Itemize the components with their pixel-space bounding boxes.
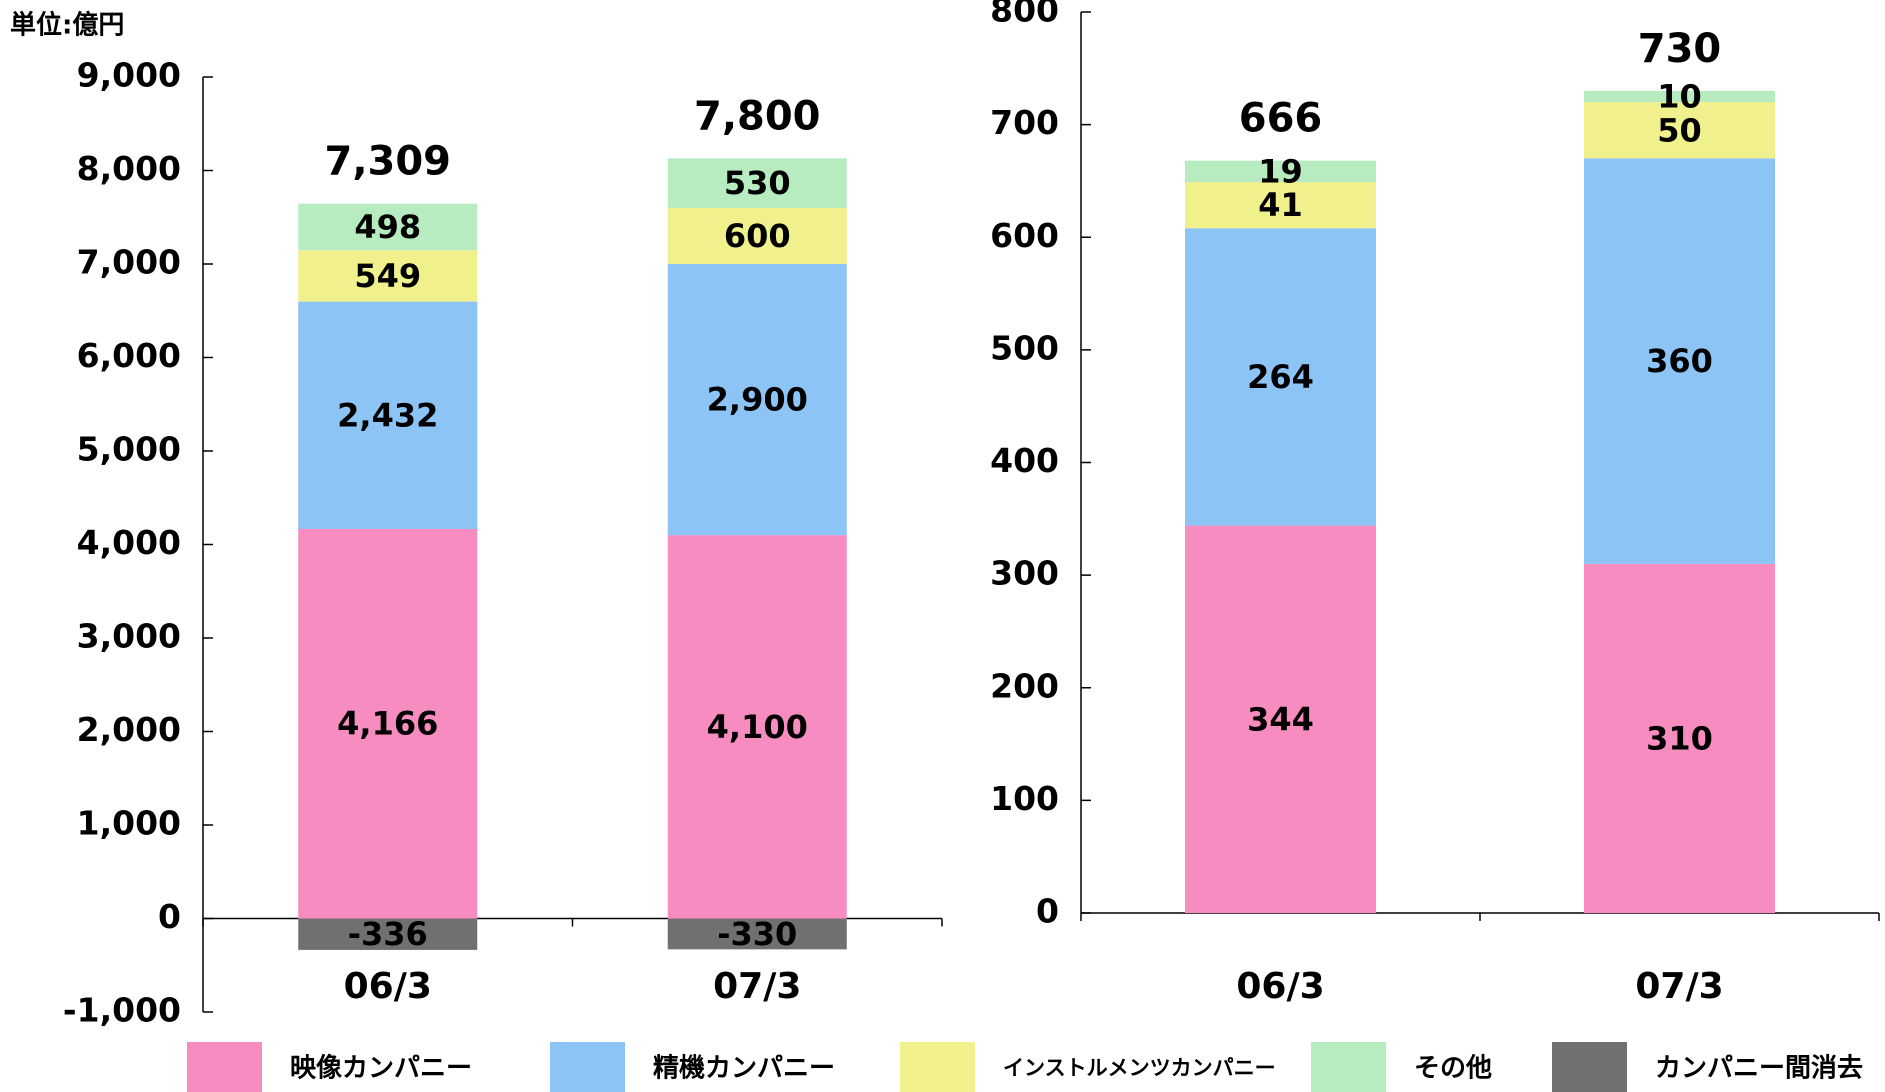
data-label: 2,900 — [707, 381, 808, 419]
bar-segment — [298, 250, 478, 302]
legend-swatch — [900, 1042, 975, 1092]
bar-segment — [1584, 102, 1775, 159]
data-label: 19 — [1258, 152, 1303, 190]
y-tick-label: 4,000 — [77, 523, 181, 562]
y-tick-label: 700 — [990, 103, 1059, 142]
data-label: 264 — [1247, 358, 1314, 396]
legend-swatch — [187, 1042, 262, 1092]
legend-label: インストルメンツカンパニー — [1003, 1056, 1276, 1080]
total-label: 7,800 — [694, 93, 821, 139]
data-label: 360 — [1646, 342, 1713, 380]
y-tick-label: 5,000 — [77, 430, 181, 469]
y-tick-label: 0 — [158, 897, 181, 936]
y-tick-label: 7,000 — [77, 243, 181, 282]
bar-segment — [667, 207, 847, 264]
bar-segment — [298, 301, 478, 529]
y-tick-label: 0 — [1036, 892, 1059, 931]
total-label: 730 — [1638, 26, 1722, 72]
data-label: 4,166 — [337, 705, 438, 743]
bar-segment — [1584, 158, 1775, 564]
y-tick-label: 400 — [990, 441, 1059, 480]
y-tick-label: -1,000 — [63, 991, 181, 1030]
legend-label: カンパニー間消去 — [1655, 1054, 1863, 1084]
legend-label: 精機カンパニー — [653, 1054, 835, 1084]
bar-segment — [1185, 160, 1376, 183]
bar-segment — [298, 528, 478, 919]
unit-label: 単位:億円 — [10, 10, 124, 41]
legend-label: その他 — [1414, 1054, 1492, 1084]
data-label: 4,100 — [707, 708, 808, 746]
data-label: 600 — [724, 217, 791, 255]
data-label: 41 — [1258, 186, 1303, 224]
y-tick-label: 6,000 — [77, 336, 181, 375]
y-tick-label: 1,000 — [77, 804, 181, 843]
data-label: -336 — [348, 915, 428, 953]
data-label: 10 — [1657, 77, 1702, 115]
bar-segment — [1185, 182, 1376, 229]
y-tick-label: 2,000 — [77, 710, 181, 749]
y-tick-label: 9,000 — [77, 56, 181, 95]
y-tick-label: 800 — [990, 0, 1059, 30]
bar-segment — [667, 264, 847, 536]
data-label: 50 — [1657, 111, 1702, 149]
y-tick-label: 300 — [990, 554, 1059, 593]
data-label: 310 — [1646, 719, 1713, 757]
bar-segment — [298, 918, 478, 950]
legend-swatch — [1311, 1042, 1386, 1092]
bar-segment — [667, 918, 847, 950]
total-label: 666 — [1239, 96, 1323, 142]
y-tick-label: 100 — [990, 779, 1059, 818]
bar-segment — [667, 158, 847, 208]
legend-label: 映像カンパニー — [290, 1054, 472, 1084]
x-tick-label: 06/3 — [1236, 966, 1324, 1007]
legend-swatch — [550, 1042, 625, 1092]
bar-segment — [1584, 563, 1775, 913]
y-tick-label: 3,000 — [77, 617, 181, 656]
y-tick-label: 500 — [990, 328, 1059, 367]
y-tick-label: 8,000 — [77, 149, 181, 188]
x-tick-label: 07/3 — [1635, 966, 1723, 1007]
data-label: 498 — [354, 208, 421, 246]
bar-segment — [1185, 525, 1376, 913]
bar-segment — [1584, 90, 1775, 103]
x-tick-label: 06/3 — [344, 966, 432, 1007]
bar-segment — [1185, 228, 1376, 526]
total-label: 7,309 — [324, 139, 451, 185]
data-label: 530 — [724, 164, 791, 202]
bar-segment — [667, 535, 847, 919]
data-label: -330 — [717, 915, 797, 953]
legend-swatch — [1552, 1042, 1627, 1092]
x-tick-label: 07/3 — [713, 966, 801, 1007]
bar-segment — [298, 203, 478, 251]
data-label: 549 — [354, 257, 421, 295]
data-label: 344 — [1247, 700, 1314, 738]
data-label: 2,432 — [337, 396, 438, 434]
y-tick-label: 200 — [990, 666, 1059, 705]
y-tick-label: 600 — [990, 216, 1059, 255]
